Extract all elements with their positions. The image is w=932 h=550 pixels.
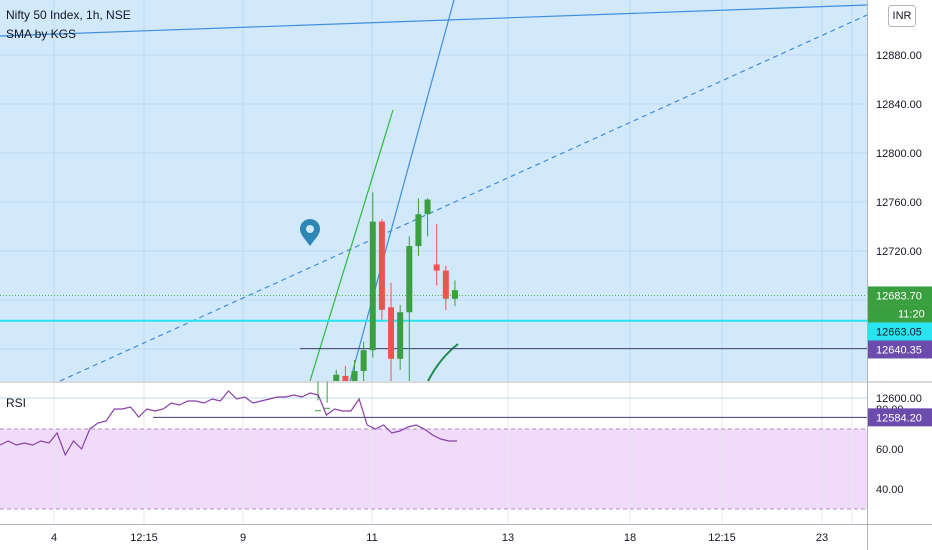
- candle[interactable]: [442, 270, 449, 299]
- candle[interactable]: [397, 312, 404, 359]
- currency-button[interactable]: INR: [888, 5, 916, 27]
- candle[interactable]: [451, 290, 458, 299]
- candle[interactable]: [406, 246, 413, 313]
- candle[interactable]: [351, 371, 358, 381]
- price-label: 12663.05: [876, 326, 922, 338]
- price-label: 12640.35: [876, 344, 922, 356]
- time-tick: 23: [816, 532, 828, 544]
- price-label-box: [868, 340, 932, 359]
- candle[interactable]: [415, 214, 422, 247]
- rsi-label: RSI: [6, 396, 27, 410]
- candle[interactable]: [388, 307, 395, 359]
- candle[interactable]: [369, 221, 376, 351]
- marker-pin-dot: [306, 225, 314, 233]
- time-tick: 9: [240, 532, 246, 544]
- price-tick: 12800.00: [876, 148, 922, 160]
- candle[interactable]: [433, 264, 440, 271]
- price-label: 11:20: [898, 308, 925, 320]
- price-label-box: [868, 408, 932, 427]
- price-label-box: [868, 304, 932, 323]
- time-tick: 11: [366, 532, 377, 544]
- price-tick: 12880.00: [876, 50, 922, 62]
- price-tick: 12760.00: [876, 197, 922, 209]
- time-tick: 13: [502, 532, 514, 544]
- rsi-tick: 60.00: [876, 444, 904, 456]
- candle[interactable]: [424, 199, 431, 215]
- price-label-box: [868, 286, 932, 305]
- candle[interactable]: [360, 350, 367, 372]
- candle[interactable]: [342, 375, 349, 381]
- time-tick: 18: [624, 532, 636, 544]
- trendline-top[interactable]: [0, 4, 868, 37]
- time-tick: 12:15: [130, 532, 158, 544]
- price-tick: 12600.00: [876, 393, 922, 405]
- candle[interactable]: [378, 221, 385, 310]
- price-tick: 12720.00: [876, 246, 922, 258]
- trendline-steep[interactable]: [349, 0, 455, 382]
- rsi-tick: 40.00: [876, 484, 904, 496]
- rsi-band: [0, 429, 867, 509]
- candle[interactable]: [324, 407, 331, 409]
- rsi-line: [0, 390, 457, 457]
- price-label: 12683.70: [876, 290, 922, 302]
- time-tick: 4: [51, 532, 57, 544]
- time-tick: 12:15: [708, 532, 736, 544]
- price-label: 12584.20: [876, 412, 922, 424]
- trendline-green[interactable]: [309, 109, 394, 382]
- price-tick: 12840.00: [876, 99, 922, 111]
- main-pane[interactable]: [0, 0, 867, 381]
- symbol-title: Nifty 50 Index, 1h, NSE: [6, 8, 131, 22]
- candle[interactable]: [333, 374, 340, 381]
- price-label-box: [868, 322, 932, 341]
- candle[interactable]: [315, 410, 321, 412]
- indicator-label: SMA by KGS: [6, 27, 77, 41]
- sma-curve: [427, 343, 459, 382]
